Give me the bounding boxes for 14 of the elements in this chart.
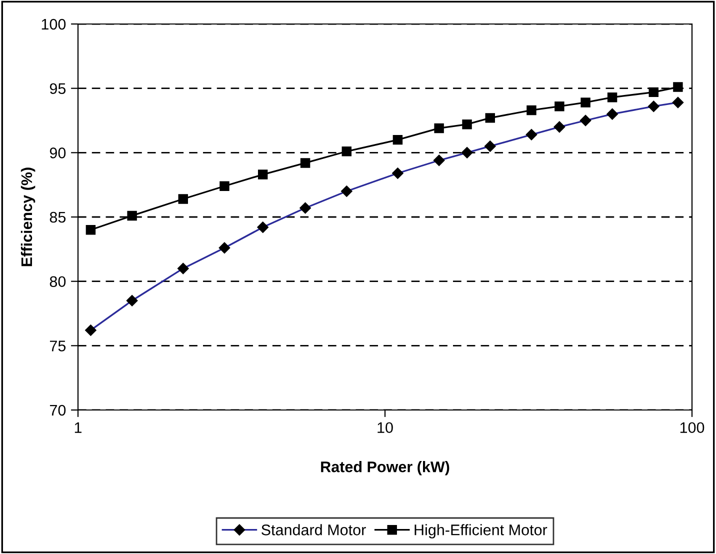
y-axis-title: Efficiency (%) bbox=[20, 168, 36, 266]
y-tick-label: 75 bbox=[50, 340, 66, 352]
y-tick-label: 85 bbox=[50, 212, 66, 223]
x-axis-title: Rated Power (kW) bbox=[321, 461, 450, 476]
y-tick-label: 95 bbox=[50, 83, 66, 94]
legend-label: Standard Motor bbox=[262, 524, 366, 536]
y-tick-label: 100 bbox=[42, 18, 66, 30]
y-tick-label: 90 bbox=[50, 148, 66, 158]
y-tick-label: 80 bbox=[50, 276, 66, 288]
x-tick-label: 1 bbox=[74, 422, 82, 433]
x-tick-label: 100 bbox=[680, 422, 704, 434]
legend-label: High-Efficient Motor bbox=[414, 524, 548, 538]
x-tick-label: 10 bbox=[378, 422, 393, 434]
y-tick-label: 70 bbox=[50, 404, 66, 416]
